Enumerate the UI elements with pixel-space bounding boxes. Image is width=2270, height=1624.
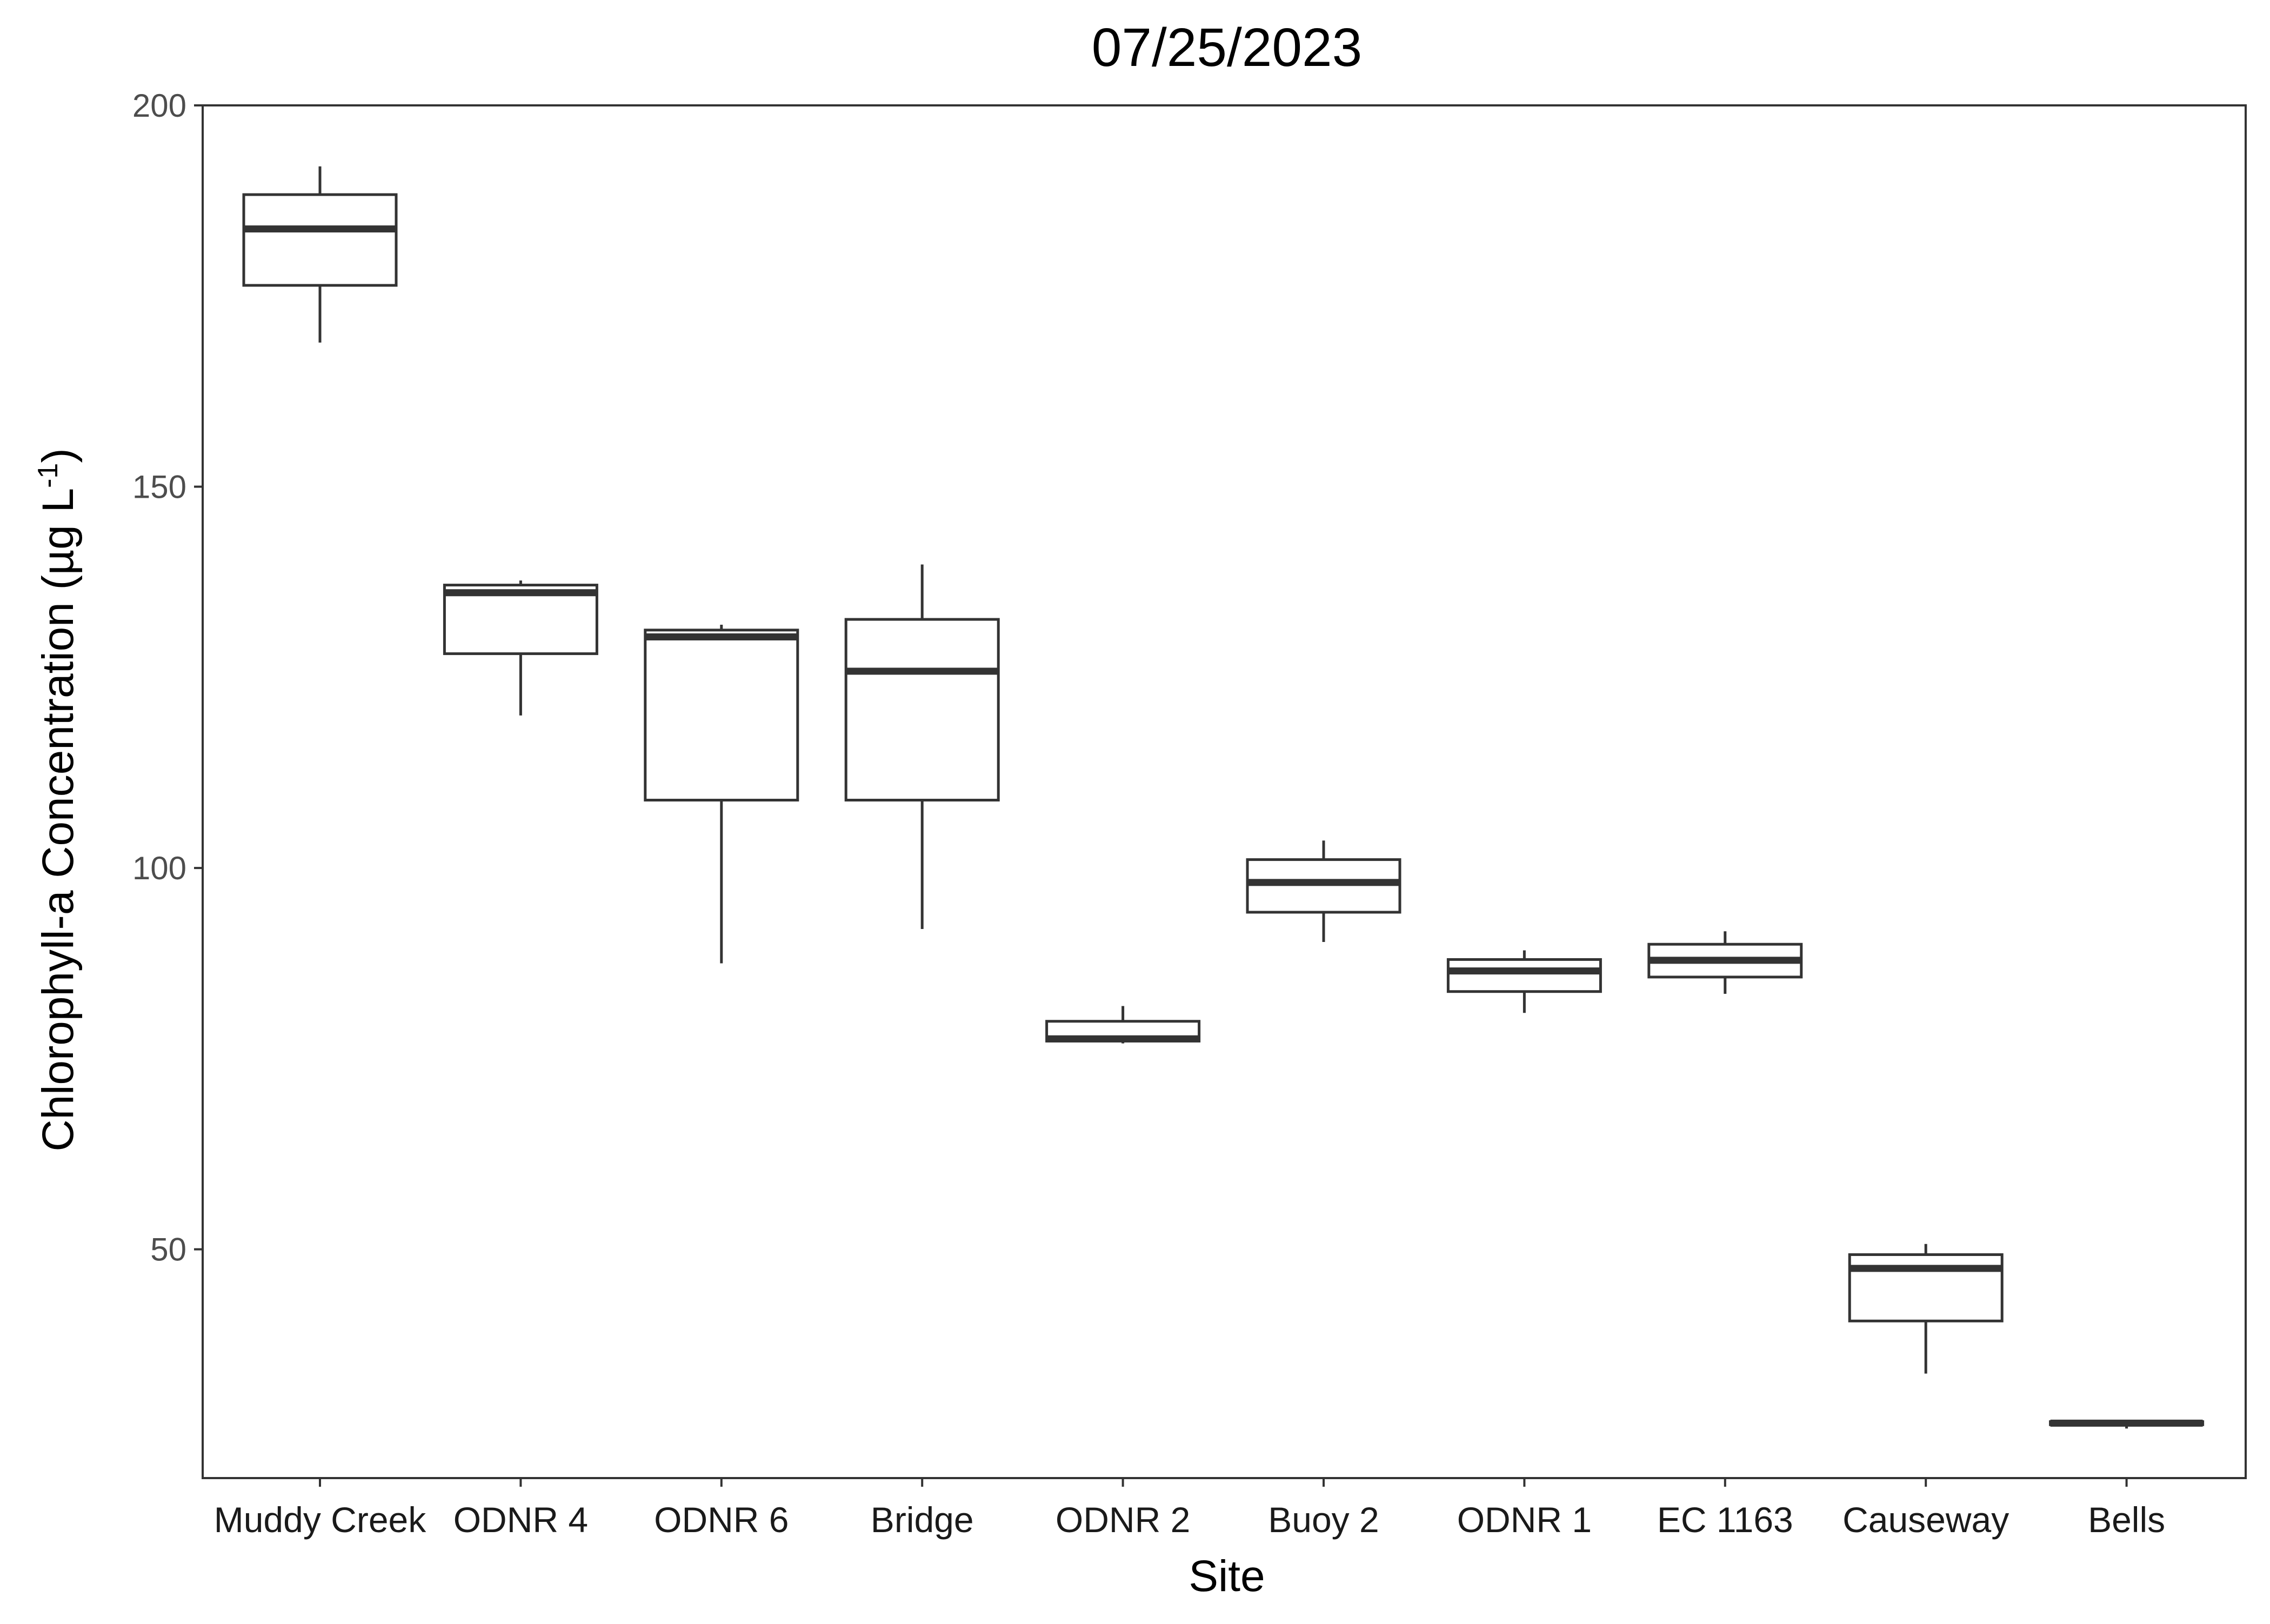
box-iqr <box>1848 1253 2004 1322</box>
box-iqr <box>844 618 1000 802</box>
y-axis: 50 100 150 200 <box>132 88 203 1268</box>
box-odnr-1 <box>1446 950 1602 1013</box>
y-axis-title-superscript: -1 <box>32 463 64 488</box>
y-tick-label: 100 <box>132 850 186 886</box>
y-axis-title: Chlorophyll-a Concentration (µg L-1) <box>32 448 83 1151</box>
chart-title: 07/25/2023 <box>1092 17 1363 78</box>
box-iqr <box>242 193 398 287</box>
box-bridge <box>844 564 1000 929</box>
plot-panel-border <box>202 104 2247 1479</box>
x-axis-title: Site <box>1189 1552 1265 1601</box>
box-causeway <box>1848 1244 2004 1374</box>
x-axis: Muddy Creek ODNR 4 ODNR 6 Bridge ODNR 2 Buoy … <box>214 1478 2165 1540</box>
x-tick-label: ODNR 4 <box>453 1500 588 1540</box>
y-tick-label: 200 <box>132 88 186 124</box>
x-tick-label: ODNR 2 <box>1056 1500 1190 1540</box>
boxes-layer <box>242 166 2205 1429</box>
box-iqr <box>644 629 799 802</box>
x-tick-label: Buoy 2 <box>1268 1500 1379 1540</box>
x-tick-label: EC 1163 <box>1657 1500 1793 1540</box>
box-bells <box>2049 1419 2205 1429</box>
y-axis-title-main: Chlorophyll-a Concentration (µg L <box>34 488 83 1152</box>
x-tick-label: Bells <box>2088 1500 2165 1540</box>
y-axis-title-close: ) <box>34 448 83 463</box>
y-tick-label: 150 <box>132 469 186 505</box>
x-tick-label: ODNR 6 <box>654 1500 789 1540</box>
box-odnr-4 <box>443 580 598 716</box>
box-odnr-2 <box>1045 1006 1201 1044</box>
box-ec-1163 <box>1647 931 1803 994</box>
x-tick-label: ODNR 1 <box>1457 1500 1592 1540</box>
box-muddy-creek <box>242 166 398 343</box>
x-tick-label: Bridge <box>871 1500 974 1540</box>
x-tick-label: Causeway <box>1842 1500 2009 1540</box>
plot-panel <box>202 104 2247 1479</box>
y-tick-label: 50 <box>150 1232 186 1268</box>
box-odnr-6 <box>644 624 799 964</box>
box-iqr <box>443 584 598 656</box>
box-iqr <box>1446 958 1602 993</box>
box-buoy-2 <box>1246 840 1401 942</box>
x-tick-label: Muddy Creek <box>214 1500 426 1540</box>
